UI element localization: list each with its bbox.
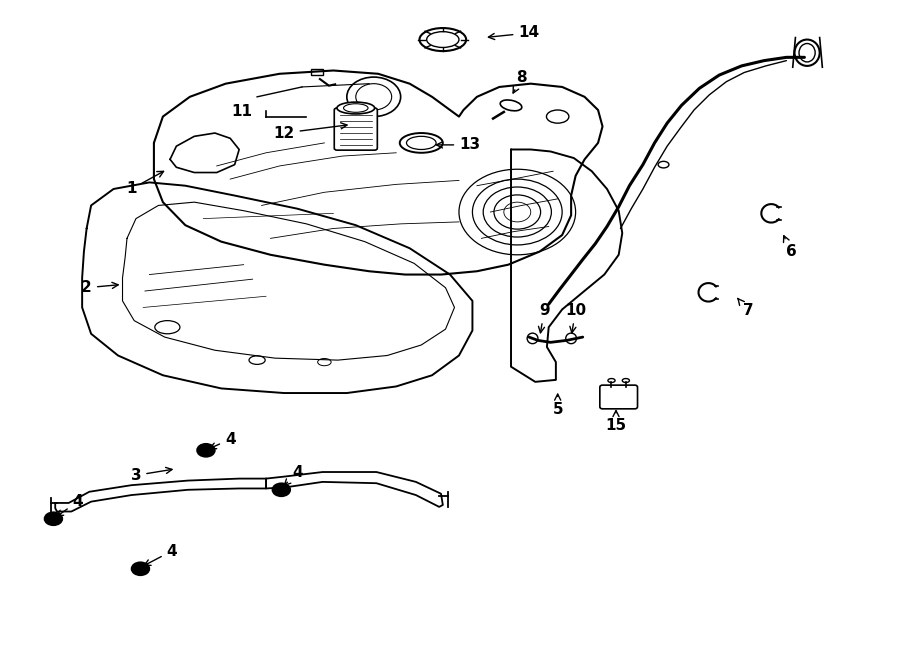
Text: 1: 1 bbox=[126, 171, 164, 196]
Text: 4: 4 bbox=[284, 465, 302, 485]
Circle shape bbox=[131, 563, 149, 575]
Ellipse shape bbox=[337, 102, 374, 114]
Text: 9: 9 bbox=[538, 303, 550, 332]
Text: 4: 4 bbox=[210, 432, 236, 449]
Ellipse shape bbox=[407, 136, 436, 149]
Ellipse shape bbox=[622, 379, 629, 383]
Ellipse shape bbox=[400, 133, 443, 153]
Ellipse shape bbox=[795, 40, 820, 66]
Ellipse shape bbox=[799, 44, 815, 62]
FancyBboxPatch shape bbox=[599, 385, 637, 408]
FancyBboxPatch shape bbox=[334, 108, 377, 150]
Text: 8: 8 bbox=[513, 69, 527, 93]
Text: 5: 5 bbox=[553, 394, 563, 417]
Text: 3: 3 bbox=[130, 467, 172, 483]
Text: 7: 7 bbox=[738, 299, 753, 318]
Ellipse shape bbox=[608, 379, 615, 383]
Text: 10: 10 bbox=[565, 303, 586, 332]
Text: 4: 4 bbox=[144, 543, 177, 565]
Ellipse shape bbox=[500, 100, 522, 111]
Text: 2: 2 bbox=[81, 280, 118, 295]
Circle shape bbox=[273, 483, 291, 496]
Text: 15: 15 bbox=[606, 410, 626, 434]
Ellipse shape bbox=[419, 28, 466, 51]
Text: 12: 12 bbox=[274, 123, 347, 141]
Bar bbox=[310, 69, 323, 75]
Text: 4: 4 bbox=[57, 494, 83, 516]
Text: 14: 14 bbox=[489, 26, 539, 40]
Circle shape bbox=[197, 444, 215, 457]
Ellipse shape bbox=[527, 333, 538, 344]
Text: 13: 13 bbox=[436, 137, 481, 153]
Ellipse shape bbox=[344, 104, 368, 112]
Text: 11: 11 bbox=[231, 104, 253, 120]
Circle shape bbox=[44, 512, 62, 525]
Text: 6: 6 bbox=[784, 236, 796, 259]
Ellipse shape bbox=[566, 333, 577, 344]
